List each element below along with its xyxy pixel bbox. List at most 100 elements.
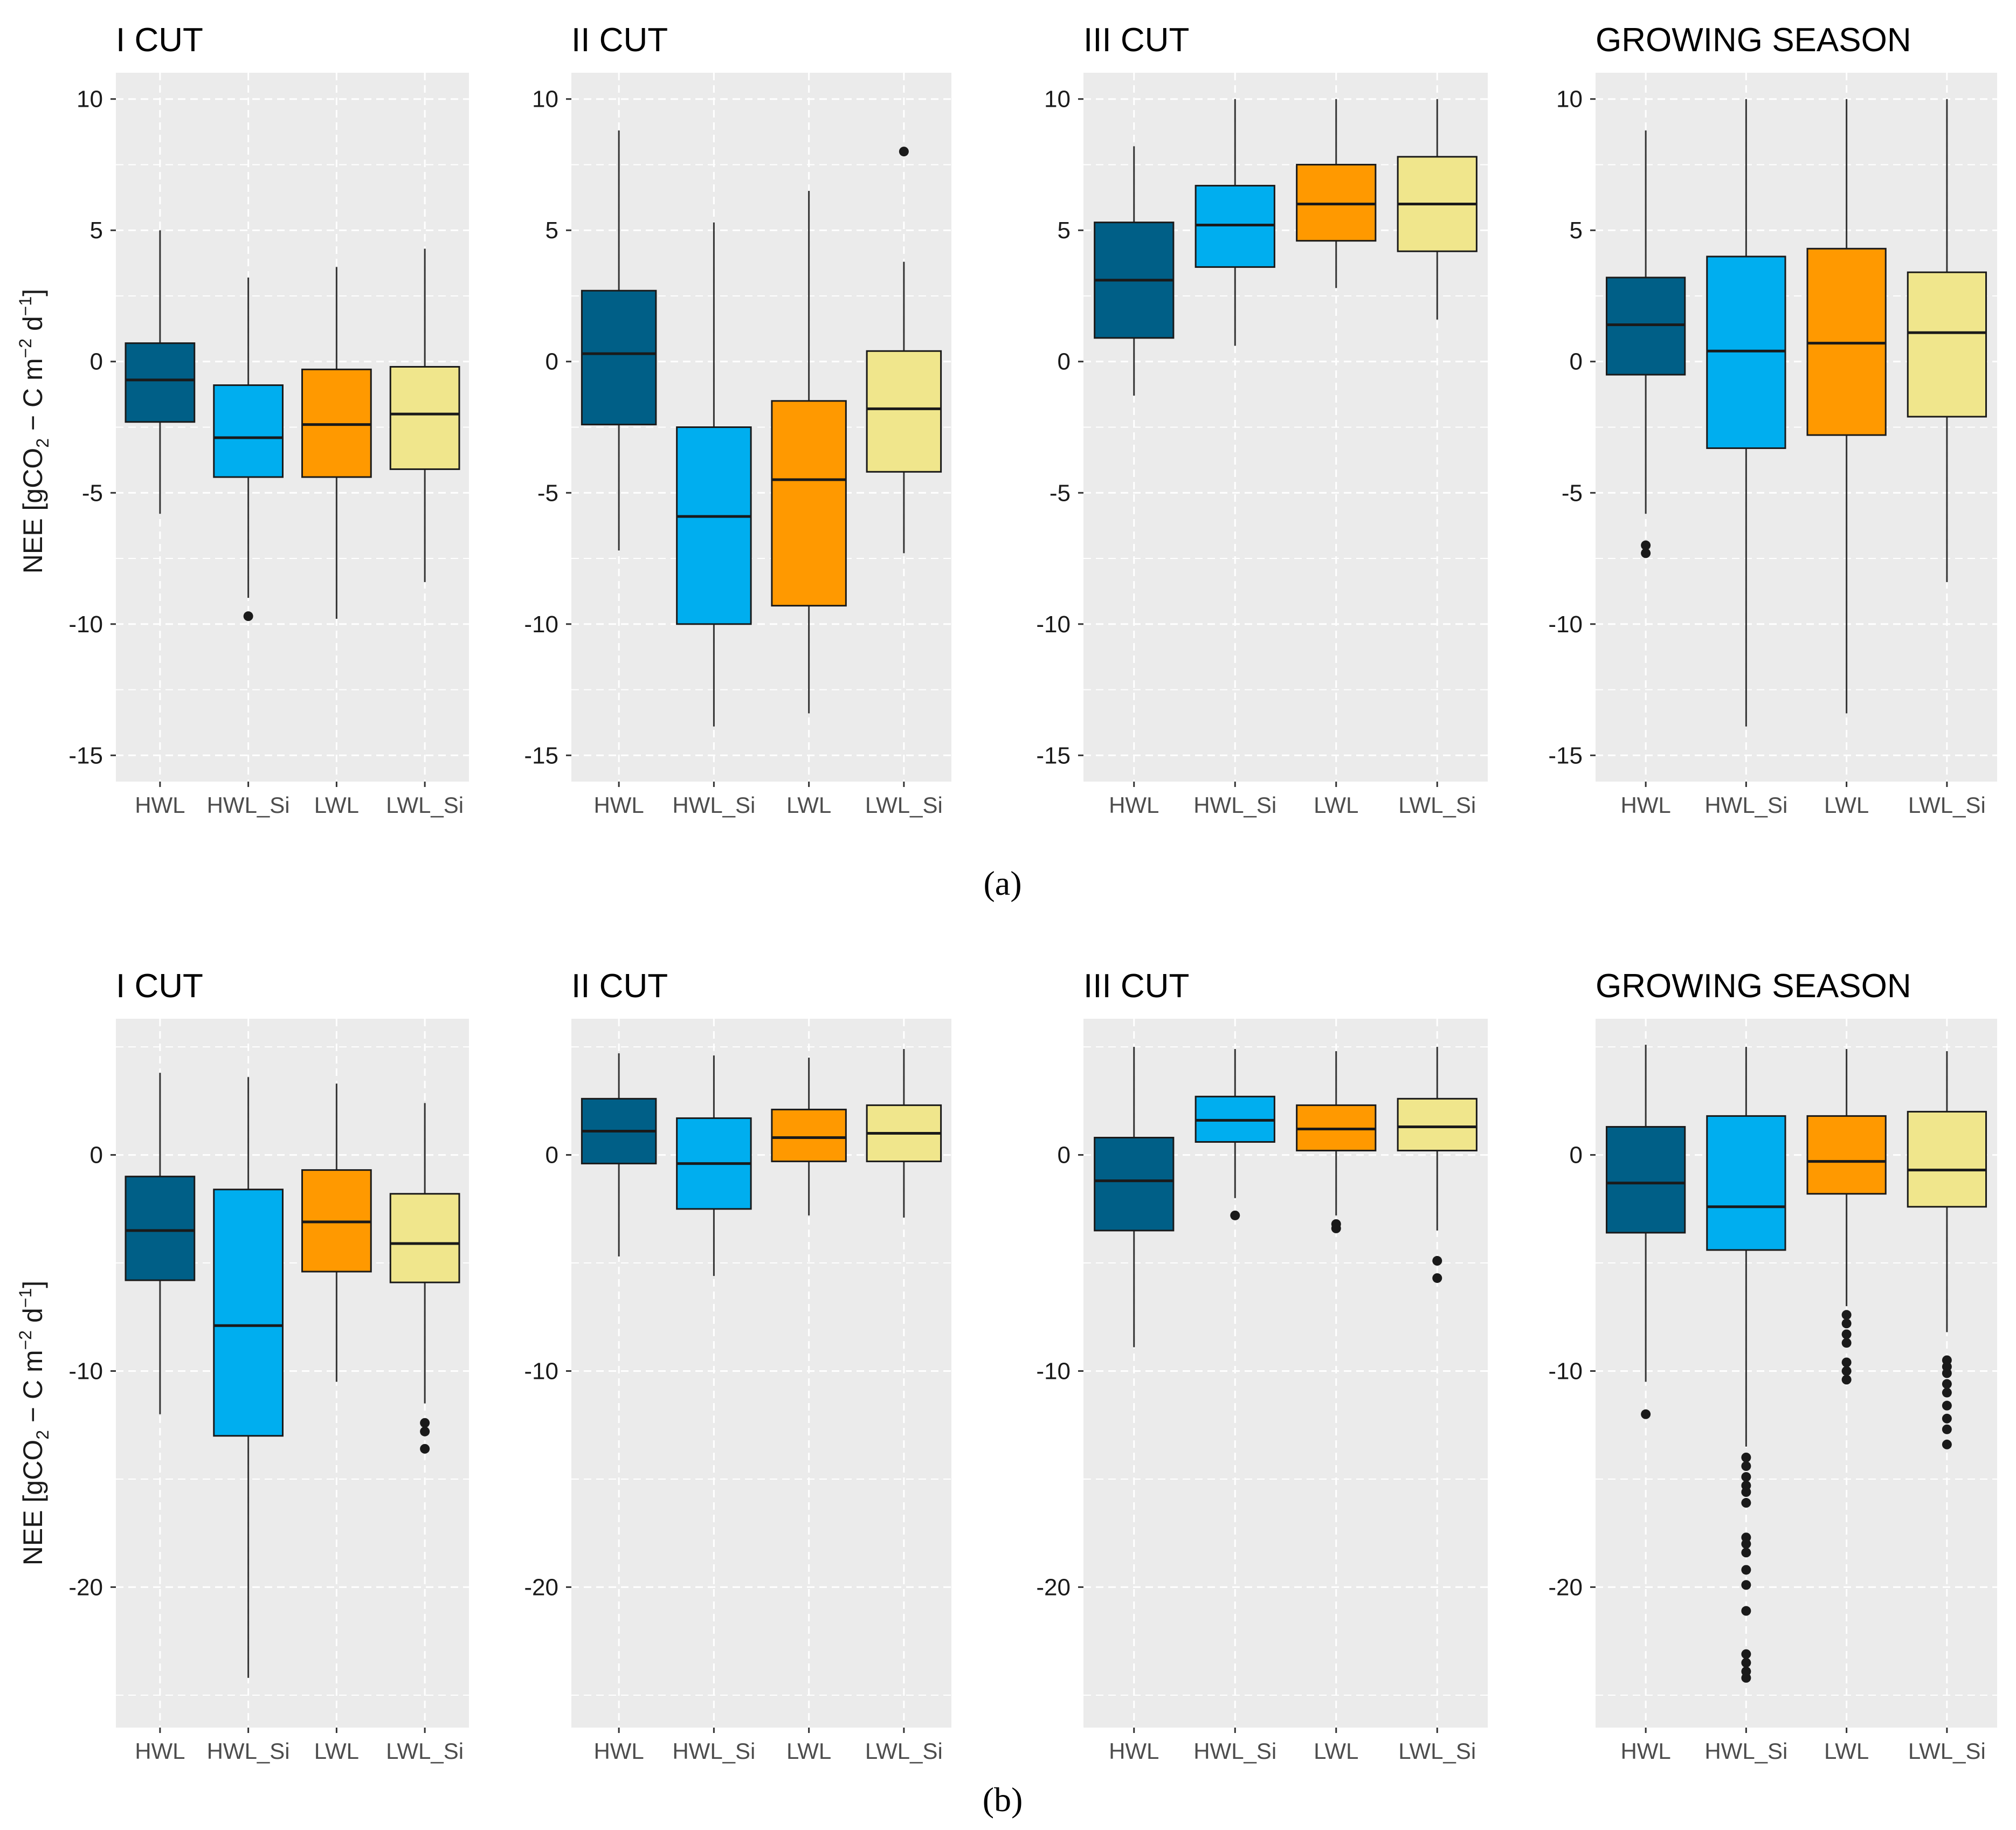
box-LWL bbox=[771, 191, 847, 714]
outlier-point bbox=[1741, 1606, 1751, 1616]
outlier-point bbox=[1942, 1439, 1952, 1449]
x-tick-label: HWL_Si bbox=[672, 792, 755, 818]
x-tick-label: LWL_Si bbox=[386, 792, 464, 818]
outlier-point bbox=[420, 1444, 430, 1454]
y-tick-label: -15 bbox=[1036, 742, 1071, 769]
outlier-point bbox=[1741, 1565, 1751, 1575]
outlier-point bbox=[1841, 1318, 1852, 1329]
box-body bbox=[771, 1108, 847, 1163]
box-body bbox=[389, 365, 460, 470]
y-tick-label: 10 bbox=[1556, 86, 1583, 113]
box-HWL_Si bbox=[1195, 1049, 1275, 1220]
box-LWL_Si bbox=[1907, 99, 1987, 582]
box-body bbox=[581, 289, 657, 426]
outlier-point bbox=[1942, 1368, 1952, 1378]
y-tick-label: 0 bbox=[546, 349, 558, 375]
outlier-point bbox=[1841, 1366, 1852, 1376]
box-LWL bbox=[301, 1083, 372, 1382]
y-tick-label: -20 bbox=[1036, 1574, 1071, 1600]
x-tick-label: HWL bbox=[1620, 1738, 1670, 1764]
box-HWL bbox=[1094, 1047, 1175, 1348]
x-tick-label: HWL bbox=[135, 1738, 185, 1764]
box-LWL_Si bbox=[866, 1049, 942, 1218]
box-HWL bbox=[1605, 130, 1686, 558]
x-tick-label: HWL bbox=[593, 1738, 644, 1764]
outlier-point bbox=[1432, 1256, 1442, 1266]
outlier-point bbox=[1942, 1413, 1952, 1424]
outlier-point bbox=[1942, 1379, 1952, 1389]
box-HWL bbox=[125, 230, 196, 514]
box-LWL bbox=[1806, 99, 1887, 714]
y-tick-label: -15 bbox=[524, 742, 558, 769]
chart-panel-b-2: 0 -10 -20 HWL HWL_Si LWL LWL_Si II CUT bbox=[524, 968, 951, 1764]
box-body bbox=[866, 350, 942, 473]
x-tick-label: LWL_Si bbox=[1398, 792, 1476, 818]
outlier-point bbox=[1841, 1338, 1852, 1348]
y-tick-label: -10 bbox=[1548, 611, 1583, 638]
subfigure-label-a: (a) bbox=[983, 864, 1021, 902]
box-LWL bbox=[1806, 1049, 1887, 1385]
x-tick-label: LWL bbox=[1824, 1738, 1869, 1764]
panel-title: GROWING SEASON bbox=[1596, 968, 1911, 1005]
y-tick-label: 0 bbox=[546, 1142, 558, 1169]
y-tick-label: -10 bbox=[524, 611, 558, 638]
x-tick-label: LWL bbox=[786, 1738, 831, 1764]
box-LWL_Si bbox=[1397, 1047, 1478, 1283]
x-tick-label: LWL_Si bbox=[865, 792, 943, 818]
outlier-point bbox=[420, 1418, 430, 1428]
box-body bbox=[213, 1189, 284, 1437]
x-tick-label: HWL_Si bbox=[1704, 792, 1787, 818]
x-tick-label: LWL bbox=[786, 792, 831, 818]
y-tick-label: 10 bbox=[532, 86, 558, 113]
y-tick-label: 0 bbox=[90, 349, 103, 375]
x-tick-label: LWL bbox=[1824, 792, 1869, 818]
y-tick-label: 10 bbox=[77, 86, 103, 113]
outlier-point bbox=[1841, 1329, 1852, 1339]
x-tick-label: LWL_Si bbox=[1908, 1738, 1986, 1764]
y-axis-title-a: NEE [gCO2 − C m−2 d−1] bbox=[16, 289, 52, 574]
outlier-point bbox=[1841, 1375, 1852, 1385]
outlier-point bbox=[1641, 1409, 1651, 1419]
outlier-point bbox=[1841, 1357, 1852, 1368]
outlier-point bbox=[1741, 1472, 1751, 1482]
box-LWL_Si bbox=[389, 1103, 460, 1454]
y-tick-label: -5 bbox=[537, 480, 558, 506]
y-tick-label: -20 bbox=[68, 1574, 103, 1600]
y-tick-label: -10 bbox=[1036, 1358, 1071, 1384]
chart-panel-a-1: 10 5 0 -5 -10 -15 HWL HWL_Si LWL LWL_Si I CUT bbox=[68, 22, 469, 818]
box-LWL_Si bbox=[389, 248, 460, 582]
box-LWL_Si bbox=[866, 147, 942, 554]
y-axis-title-b: NEE [gCO2 − C m−2 d−1] bbox=[16, 1281, 52, 1565]
x-tick-label: HWL_Si bbox=[1193, 1738, 1276, 1764]
box-body bbox=[1397, 1097, 1478, 1152]
box-HWL_Si bbox=[213, 1077, 284, 1678]
x-tick-label: HWL bbox=[1109, 1738, 1159, 1764]
chart-panel-a-3: 10 5 0 -5 -10 -15 HWL HWL_Si LWL LWL_Si III CUT bbox=[1036, 22, 1488, 818]
box-body bbox=[1605, 1125, 1686, 1234]
x-tick-label: HWL_Si bbox=[1704, 1738, 1787, 1764]
x-tick-label: LWL bbox=[1314, 792, 1358, 818]
x-tick-label: LWL_Si bbox=[865, 1738, 943, 1764]
y-tick-label: -15 bbox=[68, 742, 103, 769]
box-HWL_Si bbox=[1706, 1047, 1786, 1683]
y-tick-label: -5 bbox=[1050, 480, 1071, 506]
box-LWL bbox=[1296, 1051, 1377, 1233]
box-LWL_Si bbox=[1907, 1051, 1987, 1449]
outlier-point bbox=[1741, 1487, 1751, 1497]
y-tick-label: 5 bbox=[546, 217, 558, 244]
box-HWL_Si bbox=[676, 222, 752, 727]
box-HWL_Si bbox=[1706, 99, 1786, 727]
y-tick-label: 0 bbox=[1058, 349, 1071, 375]
chart-panel-b-1: 0 -10 -20 HWL HWL_Si LWL LWL_Si I CUT bbox=[68, 968, 469, 1764]
y-tick-label: -20 bbox=[1548, 1574, 1583, 1600]
panel-title: III CUT bbox=[1083, 968, 1189, 1005]
box-HWL bbox=[581, 1053, 657, 1257]
y-tick-label: -15 bbox=[1548, 742, 1583, 769]
outlier-point bbox=[1331, 1223, 1341, 1233]
x-tick-label: HWL_Si bbox=[207, 1738, 290, 1764]
outlier-point bbox=[1841, 1310, 1852, 1320]
x-tick-label: HWL bbox=[1109, 792, 1159, 818]
box-HWL bbox=[1605, 1045, 1686, 1419]
outlier-point bbox=[1741, 1548, 1751, 1558]
